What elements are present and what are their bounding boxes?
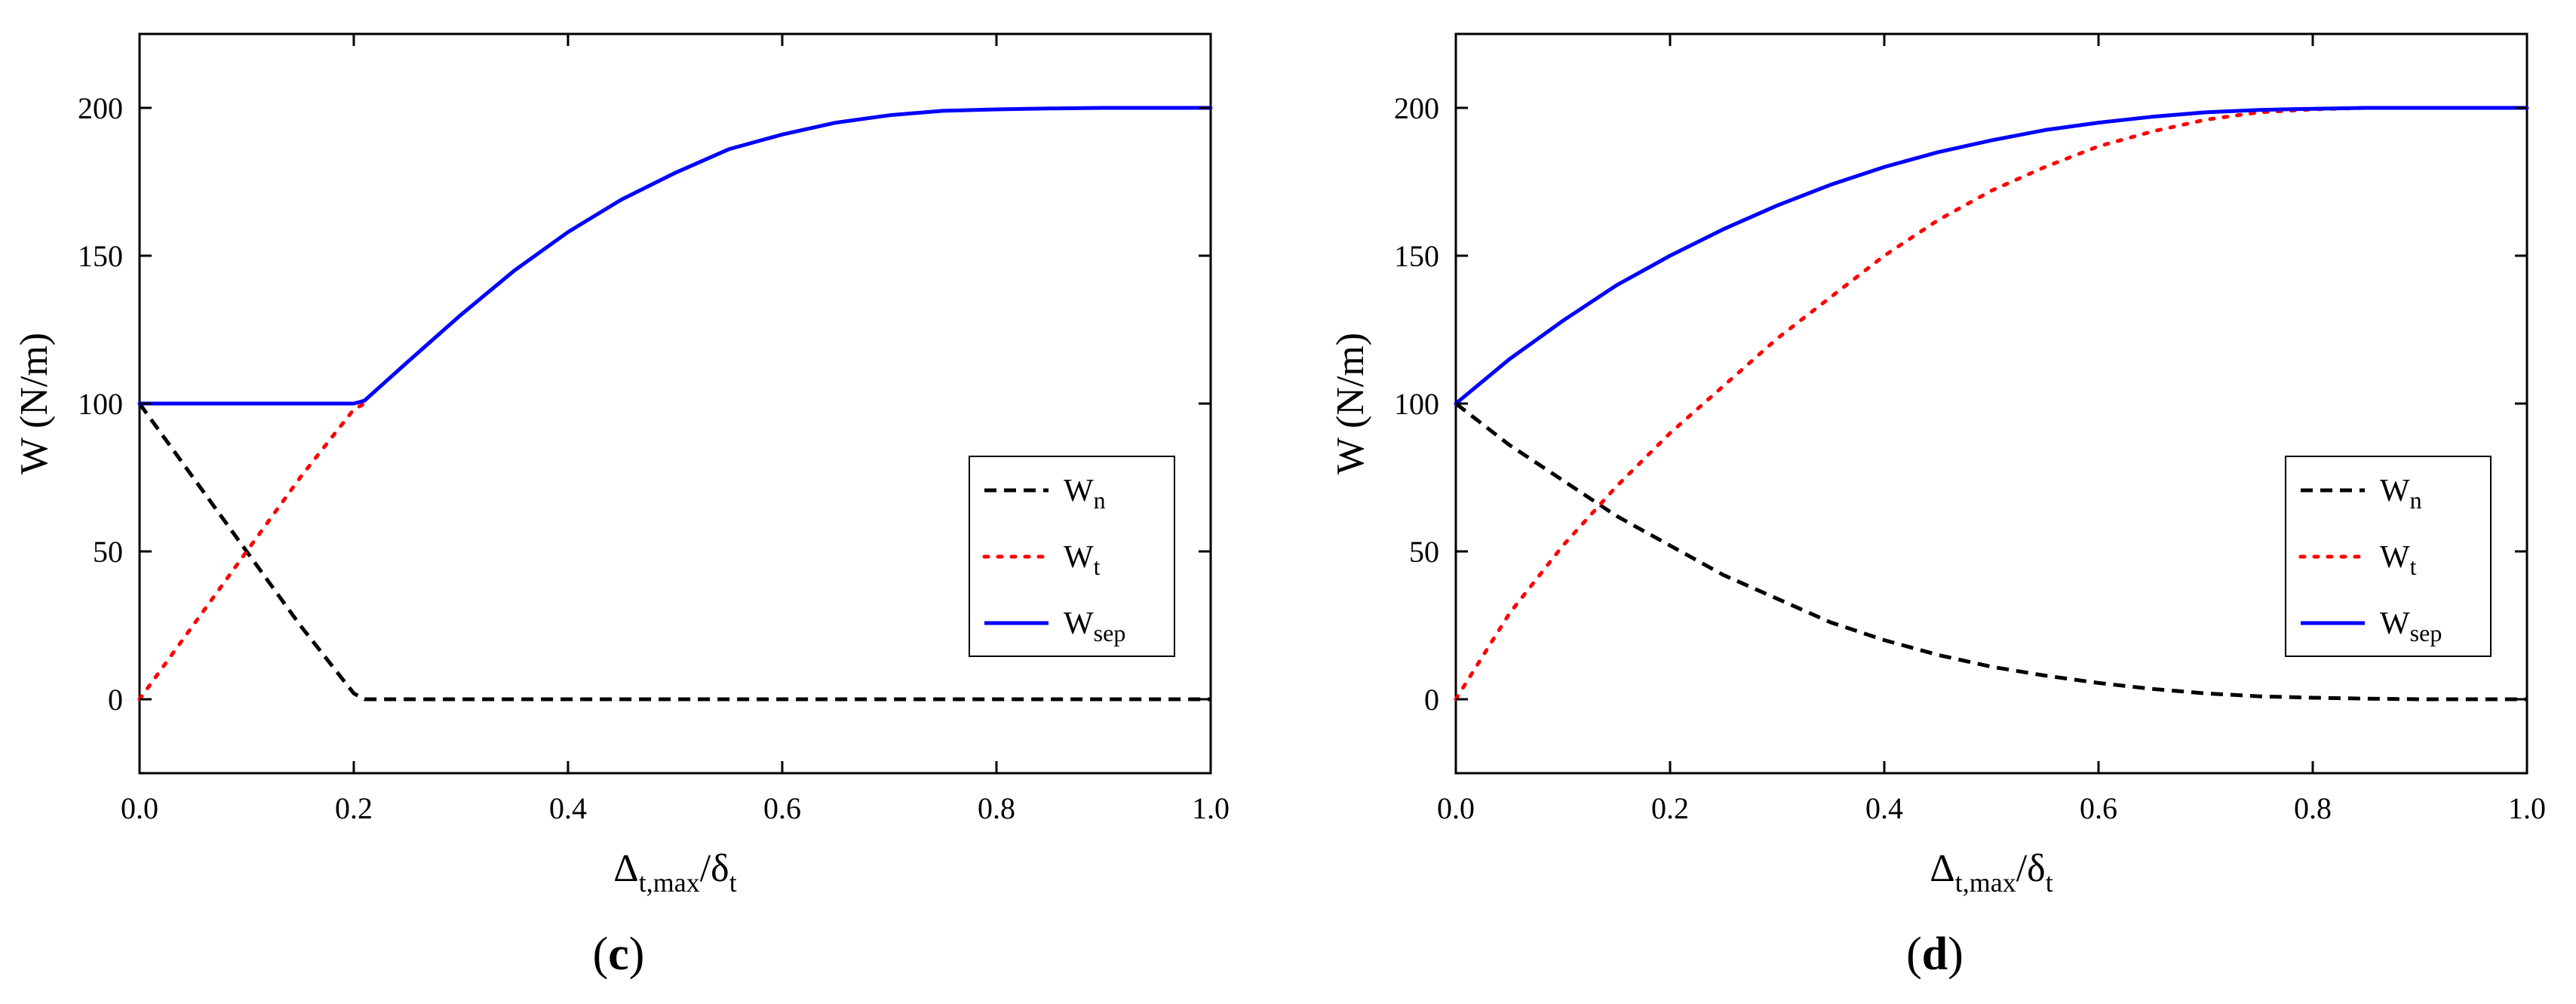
series-line-wn <box>1454 402 2527 702</box>
legend-label-wsep: Wsep <box>2380 606 2442 646</box>
panel-label: (c) <box>593 929 645 980</box>
ticks-layer <box>1454 34 2528 773</box>
legend-label-wn: Wn <box>1064 474 1106 514</box>
y-tick-label: 150 <box>78 239 123 273</box>
panel-label: (d) <box>1906 929 1963 980</box>
y-tick-label: 200 <box>78 91 123 125</box>
x-axis-label: Δt,max/δt <box>613 847 736 898</box>
x-tick-label: 1.0 <box>2508 791 2546 825</box>
legend-label-wt: Wt <box>1064 540 1101 580</box>
x-tick-label: 0.0 <box>121 791 158 825</box>
x-tick-label: 0.4 <box>549 791 587 825</box>
y-tick-labels: 0 50 100 150 200 <box>78 91 123 717</box>
legend-label-wsep: Wsep <box>1064 606 1125 646</box>
x-tick-label: 0.2 <box>335 791 373 825</box>
series-layer <box>1454 106 2529 702</box>
x-tick-labels: 0.0 0.2 0.4 0.6 0.8 1.0 <box>1437 791 2546 825</box>
legend-label-wn: Wn <box>2380 474 2422 514</box>
ticks-layer <box>138 34 1212 773</box>
y-tick-label: 150 <box>1394 239 1439 273</box>
legend: Wn Wt Wsep <box>2285 456 2492 657</box>
y-tick-label: 50 <box>1409 535 1439 569</box>
legend: Wn Wt Wsep <box>969 456 1175 657</box>
x-tick-label: 0.4 <box>1865 791 1903 825</box>
y-tick-label: 100 <box>1394 387 1439 421</box>
panel-d: 0.0 0.2 0.4 0.6 0.8 1.0 0 50 100 150 200… <box>1329 32 2546 980</box>
x-axis-label: Δt,max/δt <box>1930 847 2053 898</box>
plot-frame <box>1454 32 2528 775</box>
legend-label-wt: Wt <box>2380 540 2417 580</box>
x-tick-label: 0.2 <box>1651 791 1689 825</box>
series-line-wt <box>137 401 367 702</box>
y-tick-label: 50 <box>93 535 123 569</box>
series-layer <box>137 106 1213 702</box>
y-axis-label: W (N/m) <box>1329 333 1372 474</box>
y-tick-label: 200 <box>1394 91 1439 125</box>
y-tick-label: 0 <box>108 683 123 717</box>
panel-c: 0.0 0.2 0.4 0.6 0.8 1.0 0 50 100 150 200… <box>13 32 1230 980</box>
x-tick-label: 0.6 <box>763 791 801 825</box>
x-tick-label: 1.0 <box>1192 791 1230 825</box>
y-tick-label: 100 <box>78 387 123 421</box>
series-line-wsep <box>1454 106 2529 406</box>
y-axis-label: W (N/m) <box>13 333 56 474</box>
series-line-wsep <box>137 106 1213 406</box>
x-tick-labels: 0.0 0.2 0.4 0.6 0.8 1.0 <box>121 791 1230 825</box>
x-tick-label: 0.0 <box>1437 791 1475 825</box>
x-tick-label: 0.6 <box>2080 791 2117 825</box>
y-tick-labels: 0 50 100 150 200 <box>1394 91 1439 717</box>
x-tick-label: 0.8 <box>978 791 1015 825</box>
y-tick-label: 0 <box>1424 683 1439 717</box>
x-tick-label: 0.8 <box>2294 791 2332 825</box>
